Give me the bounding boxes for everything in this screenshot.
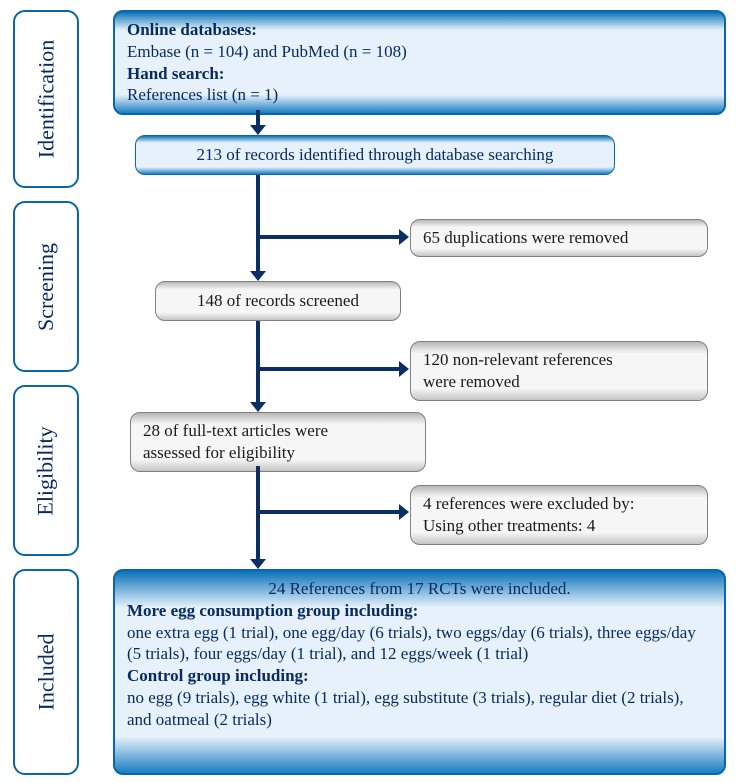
stage-label-eligibility: Eligibility [13,385,79,556]
stage-label-included: Included [13,569,79,775]
hand-search-line: References list (n = 1) [127,85,278,104]
flow-arrow-right-icon [260,367,409,371]
flow-arrow-right-icon [260,510,409,514]
box-references-excluded: 4 references were excluded by: Using oth… [410,485,708,545]
included-more-heading: More egg consumption group including: [127,601,418,620]
assessed-l2: assessed for eligibility [143,443,295,462]
box-nonrelevant-removed: 120 non-relevant references were removed [410,341,708,401]
box-records-identified: 213 of records identified through databa… [135,135,615,175]
identified-text: 213 of records identified through databa… [197,144,554,166]
flow-arrow-down-icon [256,466,260,569]
screened-text: 148 of records screened [197,290,359,312]
included-control-text: no egg (9 trials), egg white (1 trial), … [127,688,684,729]
hand-search-heading: Hand search: [127,64,224,83]
excluded-l1: 4 references were excluded by: [423,494,634,513]
duplications-text: 65 duplications were removed [423,228,628,247]
flow-arrow-down-icon [256,110,260,135]
stage-label-text: Eligibility [33,426,59,515]
assessed-l1: 28 of full-text articles were [143,421,328,440]
box-duplications-removed: 65 duplications were removed [410,219,708,257]
box-online-databases: Online databases: Embase (n = 104) and P… [113,10,726,115]
excluded-l2: Using other treatments: 4 [423,516,595,535]
box-records-screened: 148 of records screened [155,281,401,321]
online-heading: Online databases: [127,20,257,39]
included-control-heading: Control group including: [127,666,309,685]
stage-label-text: Screening [33,243,59,331]
stage-label-text: Included [33,634,59,711]
nonrelevant-l1: 120 non-relevant references [423,350,613,369]
included-more-text: one extra egg (1 trial), one egg/day (6 … [127,623,696,664]
box-fulltext-assessed: 28 of full-text articles were assessed f… [130,412,426,472]
flow-arrow-right-icon [260,235,409,239]
stage-label-screening: Screening [13,201,79,372]
online-line: Embase (n = 104) and PubMed (n = 108) [127,42,407,61]
nonrelevant-l2: were removed [423,372,520,391]
box-included-references: 24 References from 17 RCTs were included… [113,569,726,775]
stage-label-identification: Identification [13,10,79,188]
flow-arrow-down-icon [256,175,260,281]
included-title: 24 References from 17 RCTs were included… [127,578,712,600]
stage-label-text: Identification [33,40,59,159]
